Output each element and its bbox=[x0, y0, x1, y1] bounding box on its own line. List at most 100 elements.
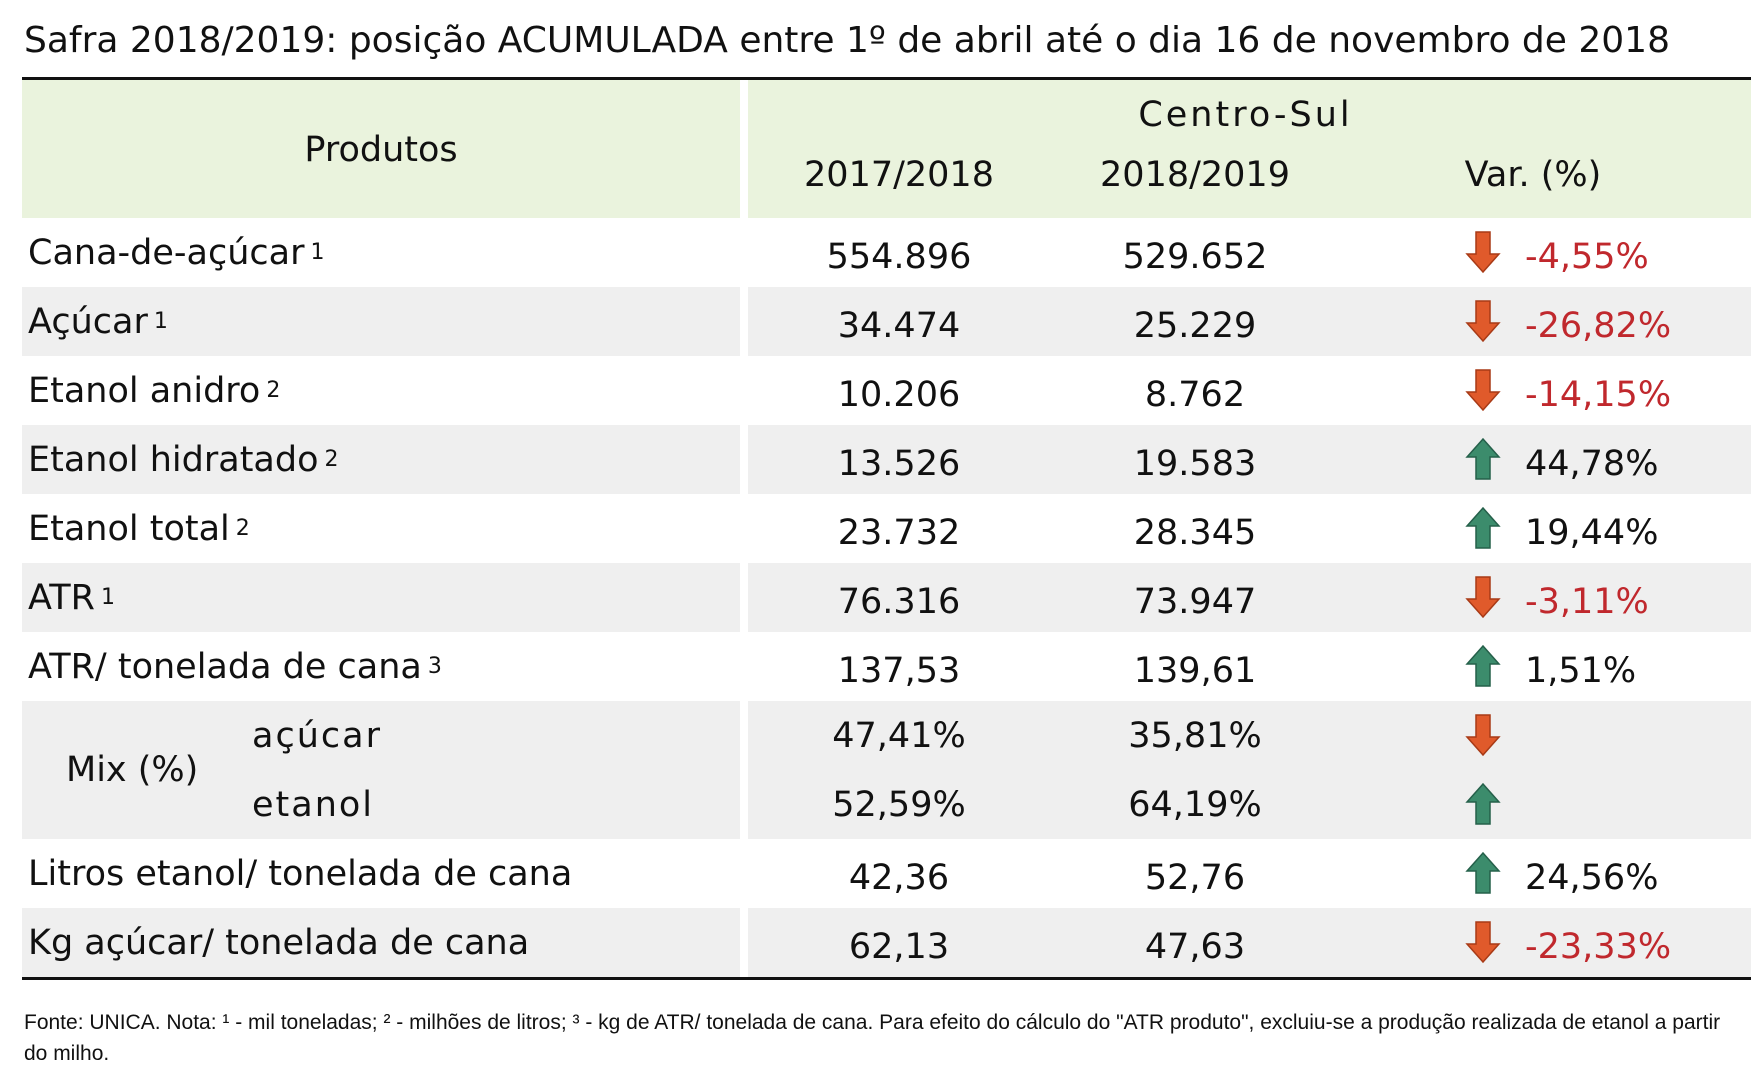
value: 137,53 bbox=[837, 650, 961, 691]
arrow-shape bbox=[1465, 576, 1501, 619]
sub-label: açúcar bbox=[252, 715, 382, 756]
trend-arrow bbox=[1465, 300, 1501, 343]
row-gap bbox=[740, 908, 748, 977]
row-label: Etanol anidro 2 bbox=[28, 356, 280, 425]
note: 2 bbox=[266, 378, 281, 403]
note: 1 bbox=[153, 309, 168, 334]
arrow-shape bbox=[1465, 921, 1501, 964]
note: 3 bbox=[427, 654, 442, 679]
row-label: ATR/ tonelada de cana 3 bbox=[28, 632, 442, 701]
row-shade bbox=[22, 908, 1751, 977]
trend-arrow bbox=[1465, 576, 1501, 619]
note: 1 bbox=[310, 240, 325, 265]
variation: -14,15% bbox=[1525, 374, 1672, 415]
trend-arrow bbox=[1465, 506, 1501, 549]
value: 25.229 bbox=[1133, 305, 1257, 346]
trend-arrow bbox=[1465, 921, 1501, 964]
value: 139,61 bbox=[1133, 650, 1257, 691]
trend-arrow bbox=[1465, 369, 1501, 412]
mix-label: Mix (%) bbox=[66, 750, 199, 790]
arrow-shape bbox=[1465, 644, 1501, 687]
row-gap bbox=[740, 287, 748, 356]
trend-arrow bbox=[1465, 851, 1501, 894]
arrow-shape bbox=[1465, 714, 1501, 757]
arrow-shape bbox=[1465, 231, 1501, 274]
header-column: Var. (%) bbox=[1464, 154, 1602, 195]
variation: -23,33% bbox=[1525, 926, 1672, 967]
footnote: Fonte: UNICA. Nota: ¹ - mil toneladas; ²… bbox=[24, 1011, 1721, 1065]
value: 52,59% bbox=[832, 784, 966, 825]
row-label: Etanol hidratado 2 bbox=[28, 425, 339, 494]
label-text: Kg açúcar/ tonelada de cana bbox=[28, 922, 530, 963]
rule-top bbox=[22, 77, 1751, 80]
value: 10.206 bbox=[837, 374, 961, 415]
label-text: ATR/ tonelada de cana bbox=[28, 646, 422, 687]
value: 47,41% bbox=[832, 715, 966, 756]
row-shade bbox=[22, 563, 1751, 632]
arrow-shape bbox=[1465, 506, 1501, 549]
value: 23.732 bbox=[837, 512, 961, 553]
trend-arrow bbox=[1465, 231, 1501, 274]
row-shade bbox=[22, 425, 1751, 494]
note: 2 bbox=[324, 447, 339, 472]
rule-bottom bbox=[22, 977, 1751, 980]
variation: 1,51% bbox=[1525, 650, 1637, 691]
value: 64,19% bbox=[1128, 784, 1262, 825]
header-gap bbox=[740, 80, 748, 218]
variation: -4,55% bbox=[1525, 236, 1649, 277]
row-label: Etanol total 2 bbox=[28, 494, 250, 563]
label-text: Litros etanol/ tonelada de cana bbox=[28, 853, 573, 894]
row-shade bbox=[22, 701, 1751, 839]
row-label: Kg açúcar/ tonelada de cana bbox=[28, 908, 529, 977]
label-text: ATR bbox=[28, 577, 95, 618]
value: 35,81% bbox=[1128, 715, 1262, 756]
value: 62,13 bbox=[848, 926, 950, 967]
variation: 44,78% bbox=[1525, 443, 1659, 484]
label-text: Etanol total bbox=[28, 508, 230, 549]
note: 1 bbox=[100, 585, 115, 610]
arrow-shape bbox=[1465, 300, 1501, 343]
arrow-shape bbox=[1465, 437, 1501, 480]
title: Safra 2018/2019: posição ACUMULADA entre… bbox=[24, 20, 1670, 61]
header-bg bbox=[22, 80, 1751, 218]
trend-arrow bbox=[1465, 782, 1501, 825]
value: 8.762 bbox=[1144, 374, 1246, 415]
note: 2 bbox=[235, 516, 250, 541]
row-label: Litros etanol/ tonelada de cana bbox=[28, 839, 572, 908]
sub-label: etanol bbox=[252, 784, 375, 825]
value: 529.652 bbox=[1122, 236, 1268, 277]
value: 34.474 bbox=[837, 305, 961, 346]
trend-arrow bbox=[1465, 437, 1501, 480]
value: 13.526 bbox=[837, 443, 961, 484]
row-shade bbox=[22, 287, 1751, 356]
row-label: ATR 1 bbox=[28, 563, 115, 632]
value: 19.583 bbox=[1133, 443, 1257, 484]
variation: -26,82% bbox=[1525, 305, 1672, 346]
row-label: Açúcar 1 bbox=[28, 287, 168, 356]
value: 42,36 bbox=[848, 857, 950, 898]
trend-arrow bbox=[1465, 714, 1501, 757]
label-text: Açúcar bbox=[28, 301, 148, 342]
value: 73.947 bbox=[1133, 581, 1257, 622]
header-column: 2017/2018 bbox=[804, 154, 994, 195]
value: 28.345 bbox=[1133, 512, 1257, 553]
row-gap bbox=[740, 701, 748, 839]
variation: 19,44% bbox=[1525, 512, 1659, 553]
value: 76.316 bbox=[837, 581, 961, 622]
value: 47,63 bbox=[1144, 926, 1246, 967]
variation: 24,56% bbox=[1525, 857, 1659, 898]
label-text: Etanol anidro bbox=[28, 370, 261, 411]
header-product: Produtos bbox=[304, 129, 458, 170]
trend-arrow bbox=[1465, 644, 1501, 687]
header-region: Centro-Sul bbox=[1138, 94, 1353, 135]
variation: -3,11% bbox=[1525, 581, 1649, 622]
label-text: Etanol hidratado bbox=[28, 439, 319, 480]
row-label: Cana-de-açúcar 1 bbox=[28, 218, 324, 287]
row-gap bbox=[740, 563, 748, 632]
arrow-shape bbox=[1465, 369, 1501, 412]
arrow-shape bbox=[1465, 782, 1501, 825]
value: 554.896 bbox=[826, 236, 972, 277]
header-column: 2018/2019 bbox=[1100, 154, 1290, 195]
value: 52,76 bbox=[1144, 857, 1246, 898]
